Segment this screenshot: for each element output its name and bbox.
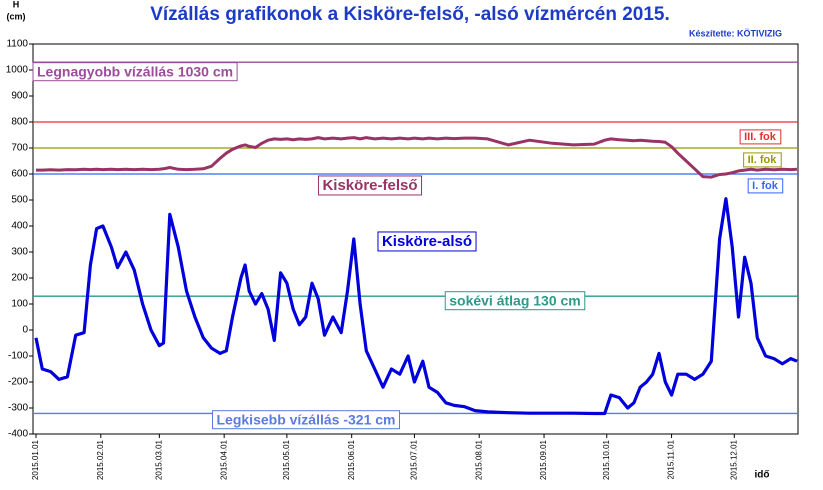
reference-label: sokévi átlag 130 cm [449,293,581,309]
y-tick-label: -400 [8,429,28,440]
reference-label: I. fok [752,180,779,192]
y-tick-label: -200 [8,377,28,388]
reference-label: II. fok [748,154,778,166]
label-box [377,231,477,252]
y-tick-label: 100 [11,299,28,310]
label-box [739,129,782,145]
reference-label: Legnagyobb vízállás 1030 cm [37,64,233,80]
y-tick-label: 700 [11,143,28,154]
x-axis-label: idő [755,470,770,481]
y-tick-label: 0 [22,325,28,336]
y-axis-label: H [13,0,20,9]
y-tick-label: -100 [8,351,28,362]
plot-area [32,43,799,435]
x-tick-label: 2015.08.01 [474,439,483,480]
reference-label: III. fok [744,131,777,143]
y-tick-label: 400 [11,221,28,232]
y-tick-label: 600 [11,169,28,180]
chart-title: Vízállás grafikonok a Kisköre-felső, -al… [150,4,670,25]
label-box [747,178,784,194]
x-tick-label: 2015.12.01 [729,439,738,480]
label-box [317,175,423,196]
y-tick-label: 200 [11,273,28,284]
legend-label: Kisköre-felső [322,177,417,194]
label-box [444,291,586,311]
x-tick-label: 2015.04.01 [219,439,228,480]
label-box [212,410,400,430]
y-tick-label: 300 [11,247,28,258]
reference-label: Legkisebb vízállás -321 cm [217,412,396,428]
x-tick-label: 2015.03.01 [154,439,163,480]
y-tick-label: 800 [11,117,28,128]
x-tick-label: 2015.07.01 [410,439,419,480]
y-tick-label: 900 [11,91,28,102]
label-box [32,62,238,82]
label-box [743,152,782,168]
x-tick-label: 2015.09.01 [539,439,548,480]
data-line [34,197,798,416]
x-tick-label: 2015.06.01 [347,439,356,480]
chart-subtitle: Készítette: KÖTIVIZIG [689,28,782,38]
x-tick-label: 2015.11.01 [667,439,676,479]
x-tick-label: 2015.02.01 [96,439,105,480]
legend-label: Kisköre-alsó [382,233,472,250]
y-tick-label: 500 [11,195,28,206]
y-tick-label: 1100 [6,39,28,50]
y-tick-label: 1000 [6,65,29,76]
x-tick-label: 2015.10.01 [602,439,611,480]
x-tick-label: 2015.01.01 [31,439,40,480]
y-tick-label: -300 [8,403,28,414]
x-tick-label: 2015.05.01 [282,439,291,480]
data-line [36,136,798,179]
y-axis-unit: (cm) [6,11,25,21]
